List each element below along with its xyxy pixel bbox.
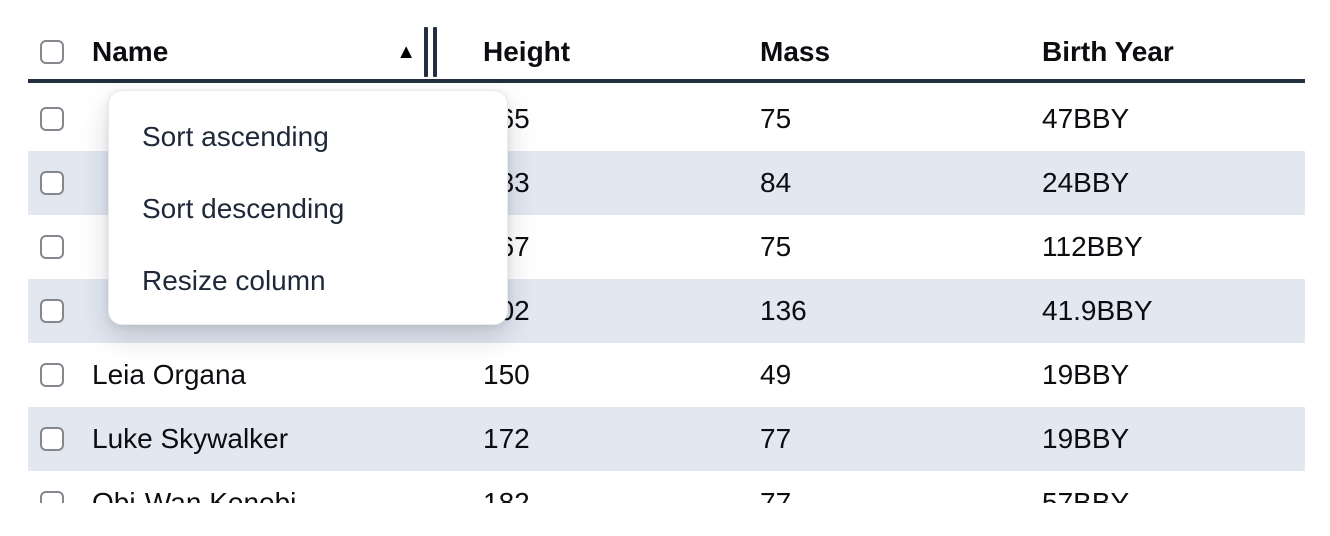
cell-height: 150 [437,359,714,391]
row-checkbox-cell [28,363,92,387]
cell-birth-year-text: 24BBY [1042,167,1130,198]
resize-bar-icon [424,27,428,77]
cell-mass: 77 [714,487,1014,503]
cell-birth-year-text: 47BBY [1042,103,1130,134]
row-checkbox[interactable] [40,235,64,259]
table-row: 167 75 112BBY [28,215,1305,279]
cell-birth-year-text: 41.9BBY [1042,295,1153,326]
row-checkbox[interactable] [40,299,64,323]
cell-mass: 84 [714,167,1014,199]
column-header-name-label: Name [92,36,169,67]
row-checkbox[interactable] [40,363,64,387]
cell-mass-text: 136 [760,295,807,326]
column-header-name[interactable]: Name ▲ [92,25,437,79]
cell-mass-text: 75 [760,231,792,262]
cell-mass: 49 [714,359,1014,391]
row-checkbox-cell [28,427,92,451]
cell-birth-year: 112BBY [1014,231,1305,263]
cell-birth-year-text: 57BBY [1042,487,1130,503]
cell-name: Luke Skywalker [92,423,437,455]
row-checkbox-cell [28,107,92,131]
row-checkbox-cell [28,235,92,259]
select-all-cell [28,40,92,64]
cell-name-text: Leia Organa [92,359,247,390]
cell-name: Leia Organa [92,359,437,391]
row-checkbox-cell [28,299,92,323]
sort-ascending-icon: ▲ [396,41,416,63]
cell-birth-year: 19BBY [1014,423,1305,455]
cell-mass-text: 84 [760,167,792,198]
cell-name: Obi-Wan Kenobi [92,487,437,503]
cell-birth-year-text: 112BBY [1042,231,1143,262]
cell-birth-year-text: 19BBY [1042,423,1130,454]
cell-birth-year: 57BBY [1014,487,1305,503]
cell-mass: 75 [714,231,1014,263]
cell-height: 172 [437,423,714,455]
cell-name-text: Obi-Wan Kenobi [92,487,297,503]
menu-item-sort-descending[interactable]: Sort descending [142,193,345,224]
data-table: Name ▲ Height Mass Birth Year 165 [28,0,1305,503]
column-header-birth-year[interactable]: Birth Year [1014,36,1305,68]
menu-item-resize-column[interactable]: Resize column [142,265,326,296]
cell-birth-year: 47BBY [1014,103,1305,135]
select-all-checkbox[interactable] [40,40,64,64]
resize-bar-icon [433,27,437,77]
table-row: Luke Skywalker 172 77 19BBY [28,407,1305,471]
column-header-height-label: Height [483,36,571,67]
table-row: Obi-Wan Kenobi 182 77 57BBY [28,471,1305,503]
row-checkbox[interactable] [40,491,64,503]
cell-height-text: 172 [483,423,530,454]
cell-birth-year-text: 19BBY [1042,359,1130,390]
cell-birth-year: 19BBY [1014,359,1305,391]
row-checkbox[interactable] [40,427,64,451]
cell-mass: 75 [714,103,1014,135]
cell-birth-year: 41.9BBY [1014,295,1305,327]
cell-mass-text: 49 [760,359,792,390]
column-header-mass-label: Mass [760,36,831,67]
cell-mass: 136 [714,295,1014,327]
column-header-height[interactable]: Height [437,36,714,68]
cell-mass-text: 77 [760,423,792,454]
cell-birth-year: 24BBY [1014,167,1305,199]
cell-name-text: Luke Skywalker [92,423,289,454]
row-checkbox-cell [28,171,92,195]
column-header-birth-year-label: Birth Year [1042,36,1174,67]
cell-height-text: 182 [483,487,530,503]
row-checkbox-cell [28,491,92,503]
cell-mass: 77 [714,423,1014,455]
menu-item-sort-ascending[interactable]: Sort ascending [142,121,329,152]
column-header-mass[interactable]: Mass [714,36,1014,68]
cell-height: 182 [437,487,714,503]
cell-height-text: 150 [483,359,530,390]
column-resize-handle[interactable] [424,27,437,77]
column-header-menu: Sort ascending Sort descending Resize co… [108,90,508,325]
table-row: Leia Organa 150 49 19BBY [28,343,1305,407]
table-header-row: Name ▲ Height Mass Birth Year [28,0,1305,83]
row-checkbox[interactable] [40,107,64,131]
cell-mass-text: 77 [760,487,792,503]
cell-mass-text: 75 [760,103,792,134]
row-checkbox[interactable] [40,171,64,195]
